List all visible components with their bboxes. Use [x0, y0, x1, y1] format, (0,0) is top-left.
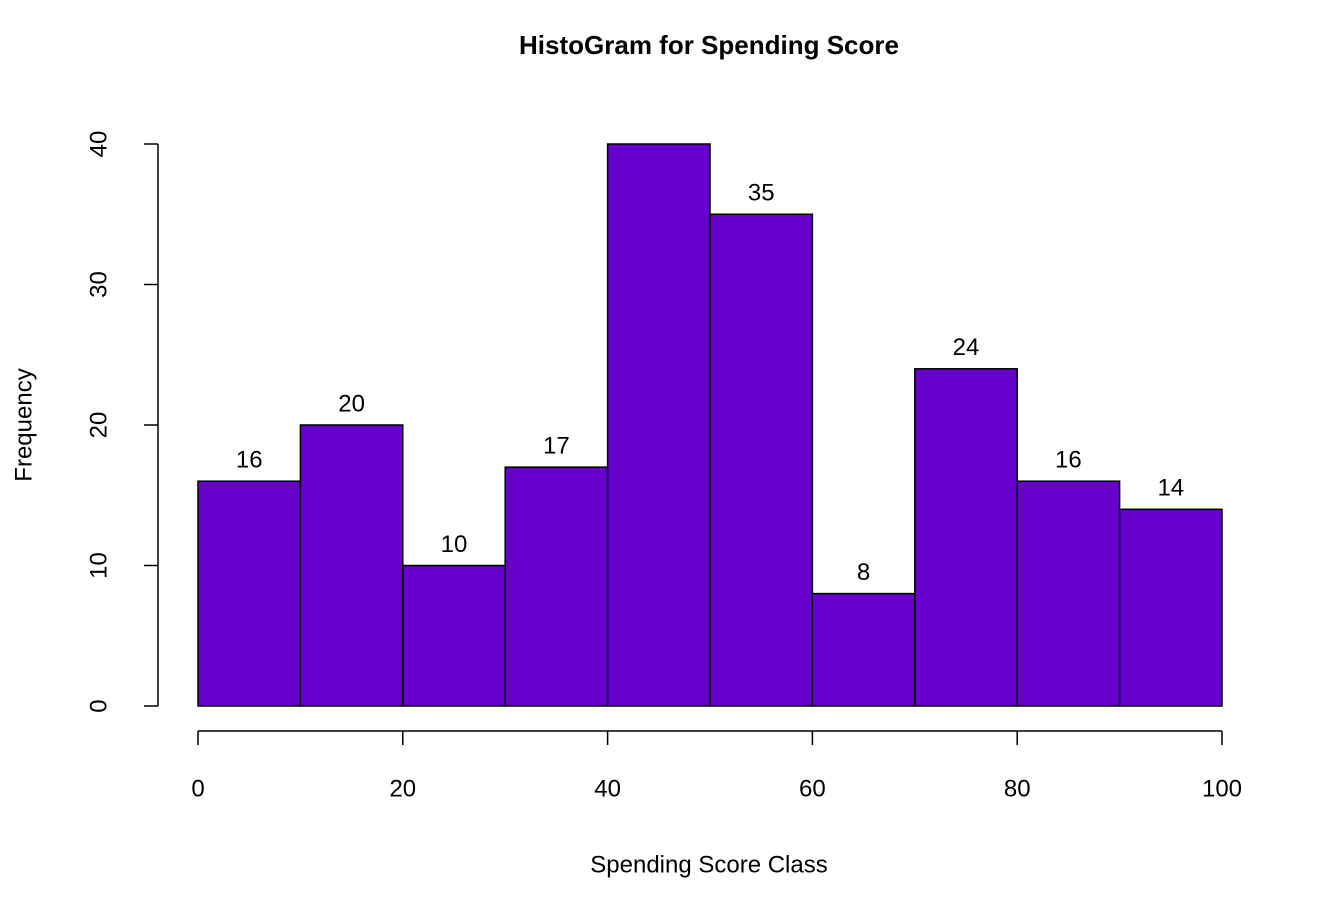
x-tick-label: 60	[799, 775, 826, 802]
x-tick-label: 0	[191, 775, 204, 802]
value-label: 40	[645, 109, 672, 136]
bar	[197, 480, 302, 707]
value-label: 35	[748, 180, 775, 207]
plot-area: 16 20 10 17 40 35 8 24 16 14	[197, 109, 1223, 707]
value-label: 14	[1157, 475, 1184, 502]
bar	[402, 564, 506, 707]
x-axis-label: Spending Score Class	[590, 851, 827, 878]
bar	[914, 368, 1018, 707]
bar	[709, 213, 814, 707]
y-axis-label: Frequency	[10, 368, 37, 481]
value-label: 20	[338, 390, 365, 417]
x-tick-label: 20	[389, 775, 416, 802]
bar	[606, 143, 711, 707]
value-label: 17	[543, 432, 570, 459]
value-label: 24	[953, 334, 980, 361]
x-tick-label: 80	[1004, 775, 1031, 802]
value-label: 10	[441, 531, 468, 558]
value-label: 16	[236, 447, 263, 474]
value-label: 8	[857, 559, 870, 586]
x-tick-label: 100	[1202, 775, 1242, 802]
y-tick-label: 20	[85, 412, 112, 439]
value-label: 16	[1055, 447, 1082, 474]
bar	[504, 466, 609, 707]
bar	[1016, 480, 1121, 707]
chart-title: HistoGram for Spending Score	[519, 30, 899, 60]
y-tick-label: 0	[85, 699, 112, 712]
bar	[299, 424, 404, 707]
y-tick-label: 10	[85, 552, 112, 579]
y-tick-label: 40	[85, 131, 112, 158]
bar	[1118, 508, 1223, 707]
x-tick-label: 40	[594, 775, 621, 802]
y-tick-label: 30	[85, 271, 112, 298]
bar	[811, 592, 916, 707]
